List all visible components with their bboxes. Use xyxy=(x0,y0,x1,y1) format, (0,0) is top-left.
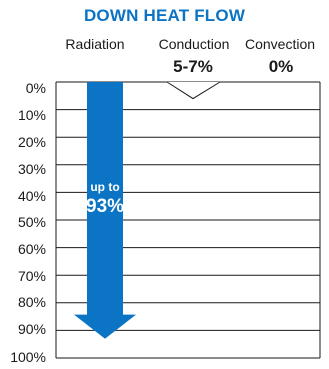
conduction-value: 5-7% xyxy=(173,57,213,76)
y-tick-label: 50% xyxy=(17,214,46,230)
y-tick-label: 10% xyxy=(17,107,46,123)
arrow-label-small: up to xyxy=(90,180,120,194)
convection-label: Convection xyxy=(244,36,316,52)
y-tick-label: 20% xyxy=(17,134,46,150)
y-tick-label: 80% xyxy=(17,294,46,310)
conduction-wedge xyxy=(166,81,221,100)
radiation-arrow xyxy=(74,82,136,339)
y-tick-label: 70% xyxy=(17,268,46,284)
y-tick-label: 100% xyxy=(10,349,46,365)
radiation-label: Radiation xyxy=(65,36,125,52)
arrow-label-big: 93% xyxy=(86,196,125,217)
y-tick-label: 60% xyxy=(17,241,46,257)
y-tick-label: 90% xyxy=(17,321,46,337)
conduction-label: Conduction xyxy=(158,36,230,52)
convection-value: 0% xyxy=(268,57,294,76)
y-tick-label: 30% xyxy=(17,161,46,177)
y-tick-label: 0% xyxy=(25,80,46,96)
y-tick-label: 40% xyxy=(17,188,46,204)
diagram-title: DOWN HEAT FLOW xyxy=(83,6,246,25)
